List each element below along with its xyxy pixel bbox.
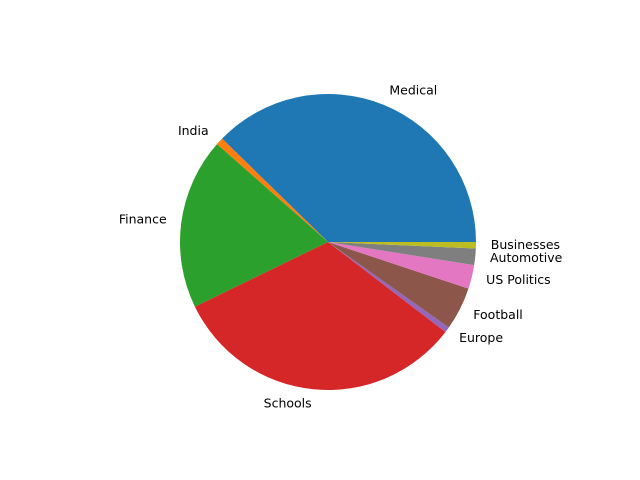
slice-football (328, 242, 469, 328)
label-schools: Schools (264, 395, 312, 410)
label-football: Football (473, 307, 522, 322)
label-india: India (178, 123, 209, 138)
label-europe: Europe (459, 330, 503, 345)
label-finance: Finance (119, 212, 167, 227)
pie-slices (179, 94, 477, 391)
label-medical: Medical (389, 83, 437, 98)
slice-automotive (328, 242, 476, 266)
label-us-politics: US Politics (486, 272, 551, 287)
label-businesses: Businesses (491, 237, 560, 252)
slice-businesses (328, 242, 476, 249)
slice-medical (222, 94, 477, 243)
slice-us-politics (328, 242, 475, 289)
slice-europe (328, 242, 449, 332)
slice-india (216, 138, 328, 242)
slice-schools (194, 242, 446, 391)
pie-labels: Medical India Finance Schools Europe Football… (119, 83, 563, 411)
label-automotive: Automotive (490, 250, 563, 265)
slice-finance (179, 144, 328, 307)
